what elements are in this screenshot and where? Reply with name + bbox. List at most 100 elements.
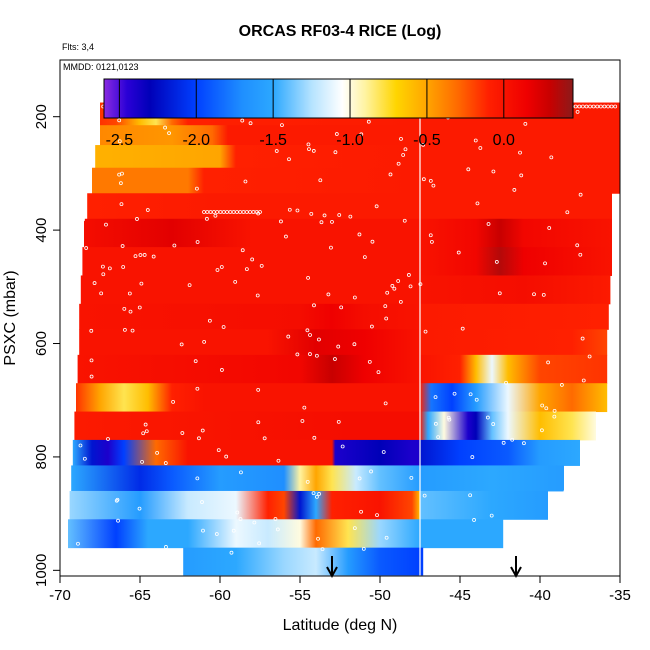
y-axis: 200 400 600 800 1000 [33, 104, 60, 587]
sample-marker [77, 268, 82, 273]
sample-marker [474, 397, 479, 402]
sample-marker [383, 401, 388, 406]
sample-marker [231, 528, 236, 533]
sample-marker [375, 513, 379, 518]
sample-marker [117, 118, 122, 123]
sample-marker [99, 291, 104, 296]
sample-marker [101, 272, 106, 277]
sample-marker [542, 528, 547, 533]
sample-marker [584, 462, 588, 467]
sample-marker [179, 342, 184, 347]
sample-marker [447, 417, 452, 422]
sample-marker [295, 208, 300, 213]
colorbar-tick-label: -2.5 [106, 132, 134, 149]
sample-marker [221, 325, 226, 329]
sample-marker [256, 387, 261, 392]
x-tick-label: -40 [529, 587, 551, 604]
sample-marker [151, 254, 156, 259]
heatmap-band [420, 125, 620, 146]
sample-marker [348, 214, 353, 219]
sample-marker [374, 204, 379, 209]
sample-marker [250, 257, 255, 262]
sample-marker [384, 316, 389, 321]
sample-marker [171, 399, 175, 404]
heatmap-band [420, 218, 612, 248]
sample-marker [540, 403, 545, 408]
sample-marker [541, 292, 546, 297]
sample-marker [475, 201, 480, 206]
sample-marker [305, 328, 310, 333]
sample-marker [307, 147, 311, 152]
sample-marker [584, 104, 589, 109]
sample-marker [403, 147, 408, 152]
sample-marker [312, 303, 316, 308]
sample-marker [333, 150, 338, 155]
sample-marker [431, 183, 436, 188]
sample-marker [197, 436, 201, 441]
heatmap-band [420, 465, 564, 492]
sample-marker [143, 422, 148, 427]
sample-marker [256, 420, 261, 425]
sample-marker [205, 216, 209, 221]
heatmap-band [420, 519, 504, 549]
heatmap-band [420, 247, 612, 276]
sample-marker [549, 155, 554, 160]
heatmap-band [420, 275, 611, 305]
x-tick-label: -50 [369, 587, 391, 604]
sample-marker [216, 448, 221, 453]
sample-marker [388, 172, 393, 177]
heatmap-band [76, 383, 420, 413]
sample-marker [286, 334, 291, 339]
x-axis: -70 -65 -60 -55 -50 -45 -40 -35 [49, 576, 631, 604]
x-tick-label: -55 [289, 587, 311, 604]
sample-marker [316, 536, 320, 541]
sample-marker [547, 226, 552, 230]
sample-marker [580, 104, 585, 109]
colorbar-tick-label: -0.5 [413, 132, 441, 149]
dates-note: MMDD: 0121,0123 [63, 62, 139, 72]
sample-marker [518, 549, 523, 553]
sample-marker [309, 212, 314, 216]
sample-marker [339, 305, 344, 310]
sample-marker [84, 246, 89, 250]
sample-marker [137, 506, 142, 511]
sample-marker [595, 104, 600, 109]
heatmap-band [420, 193, 612, 220]
sample-marker [195, 186, 199, 191]
sample-marker [233, 279, 238, 284]
sample-marker [402, 218, 407, 223]
sample-marker [172, 243, 177, 248]
heatmap-band [100, 125, 420, 146]
sample-marker [406, 273, 411, 277]
x-axis-title: Latitude (deg N) [283, 617, 398, 634]
sample-marker [468, 493, 473, 498]
sample-marker [122, 327, 127, 332]
heatmap-band [69, 490, 420, 520]
sample-marker [145, 208, 150, 212]
sample-marker [140, 459, 144, 464]
sample-marker [89, 374, 94, 379]
sample-marker [552, 414, 557, 419]
sample-marker [187, 283, 192, 287]
y-tick-label: 400 [33, 218, 50, 243]
sample-marker [598, 104, 603, 109]
sample-marker [575, 109, 580, 114]
sample-marker [259, 263, 264, 268]
sample-marker [81, 119, 86, 124]
y-tick-label: 600 [33, 331, 50, 356]
heatmap-band [420, 329, 608, 356]
colorbar: -2.5 -2.0 -1.5 -1.0 -0.5 0.0 [103, 78, 574, 149]
sample-marker [193, 359, 198, 364]
sample-marker [470, 455, 475, 459]
sample-marker [322, 213, 327, 218]
sample-marker [613, 104, 618, 109]
sample-marker [494, 260, 499, 264]
sample-marker [213, 213, 218, 218]
sample-marker [497, 291, 502, 296]
sample-marker [560, 383, 564, 387]
sample-marker [306, 275, 310, 280]
sample-marker [585, 504, 590, 509]
sample-marker [167, 131, 171, 136]
sample-marker [306, 142, 311, 147]
